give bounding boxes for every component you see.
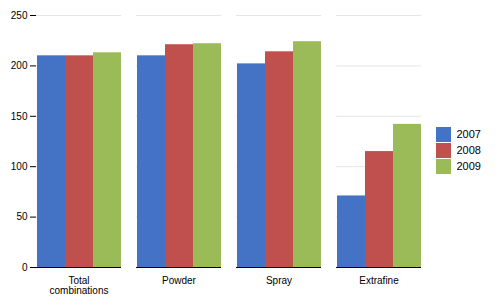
svg-text:Totalcombinations: Totalcombinations xyxy=(50,275,109,296)
svg-text:Spray: Spray xyxy=(266,275,292,286)
svg-text:100: 100 xyxy=(11,161,28,172)
svg-text:250: 250 xyxy=(11,10,28,21)
svg-text:200: 200 xyxy=(11,60,28,71)
html-text:2009: 2009 xyxy=(456,160,481,173)
svg-text:Extrafine: Extrafine xyxy=(359,275,399,286)
svg-text:0: 0 xyxy=(22,262,28,273)
svg-text:150: 150 xyxy=(11,111,28,122)
html-text:2008: 2008 xyxy=(456,144,481,157)
svg-text:50: 50 xyxy=(16,211,28,222)
html-text:2007: 2007 xyxy=(456,128,481,141)
svg-text:Powder: Powder xyxy=(162,275,197,286)
